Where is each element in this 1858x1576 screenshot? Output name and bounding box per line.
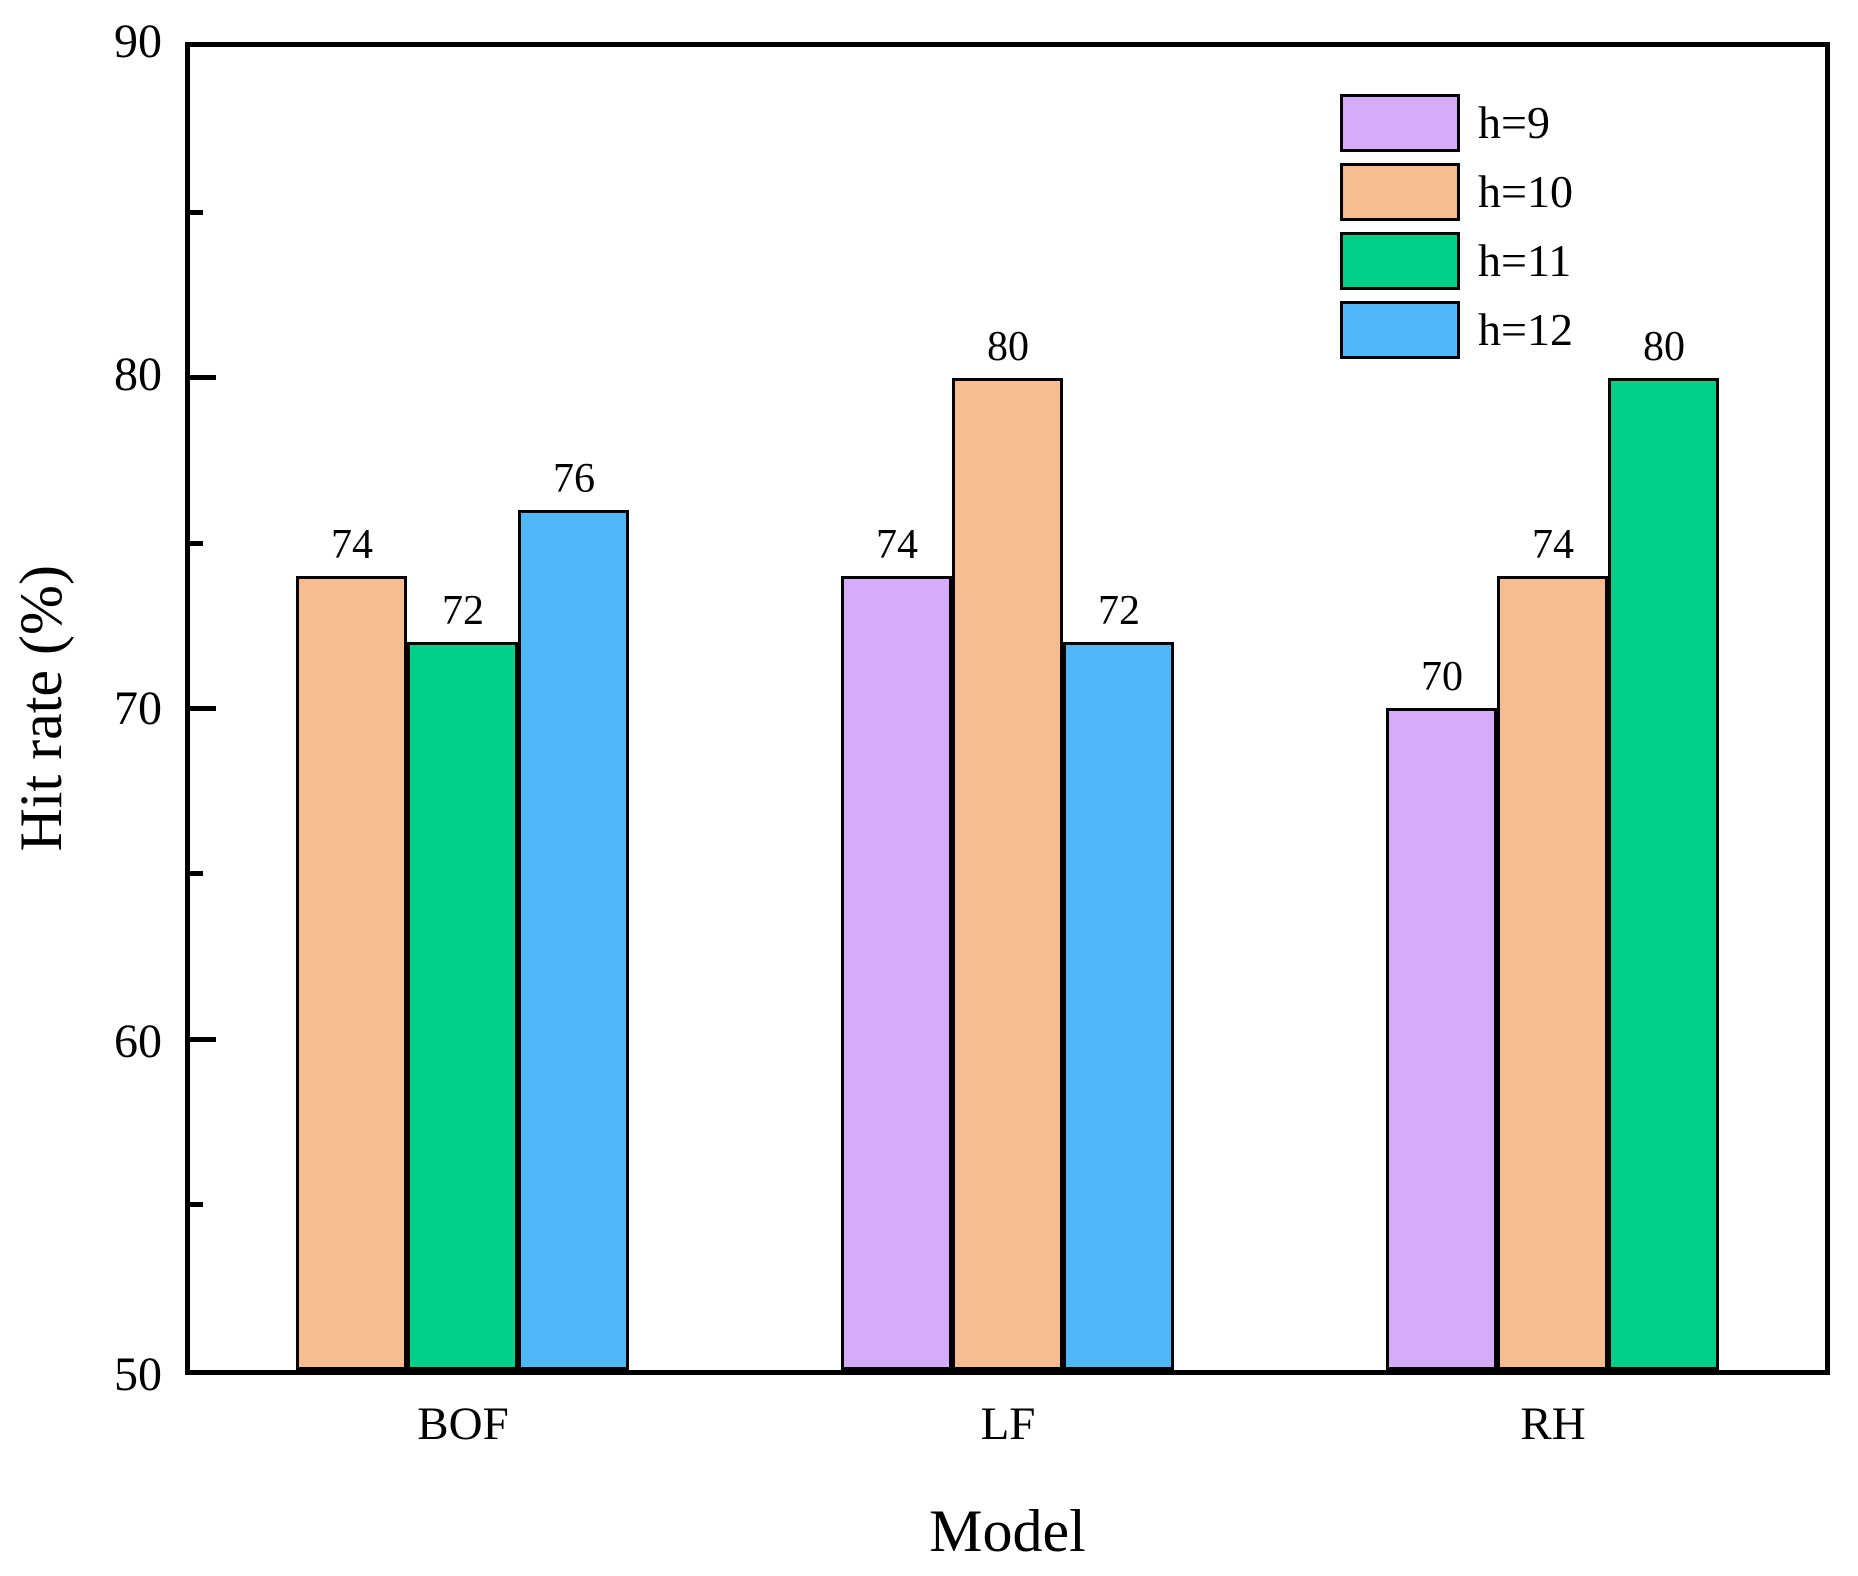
- bar-LF-h=12: [1063, 642, 1174, 1370]
- x-category-label-BOF: BOF: [417, 1398, 509, 1450]
- bar-LF-h=9: [841, 576, 952, 1370]
- y-major-tick: [190, 1037, 216, 1042]
- bar-value-label: 74: [331, 522, 373, 568]
- x-category-label-LF: LF: [980, 1398, 1036, 1450]
- bar-value-label: 80: [987, 324, 1029, 370]
- bar-value-label: 72: [442, 588, 484, 634]
- y-tick-label: 80: [114, 348, 162, 401]
- bar-RH-h=9: [1386, 708, 1497, 1370]
- y-minor-tick: [190, 1202, 203, 1207]
- bar-LF-h=10: [952, 378, 1063, 1370]
- y-minor-tick: [190, 541, 203, 546]
- legend-swatch: [1340, 301, 1460, 359]
- legend-label: h=12: [1478, 304, 1573, 355]
- legend-label: h=9: [1478, 97, 1550, 148]
- plot-area: 74 72 76 74 80 72 70 74 80: [185, 42, 1830, 1375]
- y-major-tick: [190, 706, 216, 711]
- legend-swatch: [1340, 94, 1460, 152]
- bar-value-label: 76: [553, 456, 595, 502]
- y-tick-label: 50: [114, 1348, 162, 1401]
- bar-BOF-h=11: [407, 642, 518, 1370]
- y-minor-tick: [190, 210, 203, 215]
- x-axis-title: Model: [929, 1498, 1086, 1564]
- bar-value-label: 74: [1532, 522, 1574, 568]
- legend-entry-h=9: h=9: [1340, 94, 1573, 152]
- y-tick-label: 60: [114, 1015, 162, 1068]
- legend-label: h=10: [1478, 166, 1573, 217]
- legend-swatch: [1340, 232, 1460, 290]
- legend-swatch: [1340, 163, 1460, 221]
- bar-BOF-h=10: [296, 576, 407, 1370]
- bar-RH-h=11: [1608, 378, 1719, 1370]
- bar-BOF-h=12: [518, 510, 629, 1370]
- legend-entry-h=12: h=12: [1340, 301, 1573, 359]
- y-tick-label: 90: [114, 15, 162, 68]
- y-major-tick: [190, 375, 216, 380]
- legend-label: h=11: [1478, 235, 1572, 286]
- bar-value-label: 80: [1643, 324, 1685, 370]
- bar-RH-h=10: [1497, 576, 1608, 1370]
- x-category-label-RH: RH: [1520, 1398, 1586, 1450]
- y-tick-label: 70: [114, 682, 162, 735]
- y-minor-tick: [190, 871, 203, 876]
- legend-entry-h=11: h=11: [1340, 232, 1573, 290]
- bar-value-label: 74: [876, 522, 918, 568]
- legend: h=9 h=10 h=11 h=12: [1340, 94, 1573, 370]
- bar-value-label: 70: [1421, 654, 1463, 700]
- legend-entry-h=10: h=10: [1340, 163, 1573, 221]
- bar-value-label: 72: [1098, 588, 1140, 634]
